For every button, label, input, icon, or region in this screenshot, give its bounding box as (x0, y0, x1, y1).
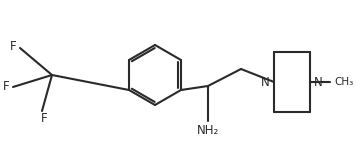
Text: NH₂: NH₂ (197, 125, 219, 137)
Text: F: F (3, 81, 9, 93)
Text: F: F (41, 112, 47, 125)
Text: CH₃: CH₃ (334, 77, 353, 87)
Text: N: N (261, 76, 270, 88)
Text: N: N (314, 76, 323, 88)
Text: F: F (10, 40, 16, 52)
